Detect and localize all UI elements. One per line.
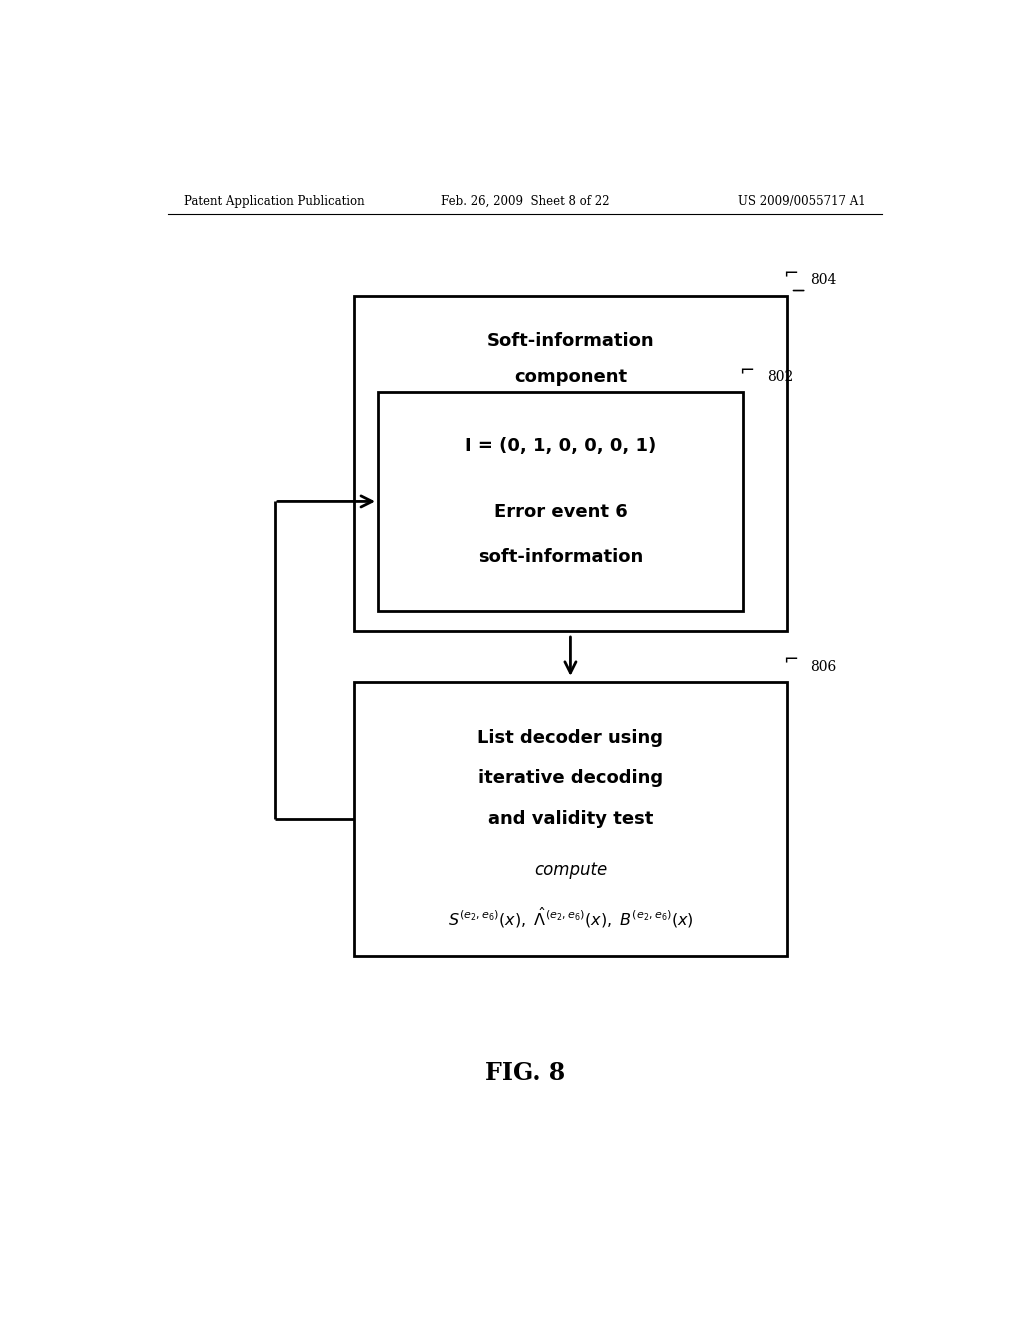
Text: 806: 806 <box>811 660 837 673</box>
Text: iterative decoding: iterative decoding <box>478 770 663 788</box>
Text: compute: compute <box>534 861 607 879</box>
Text: I = (0, 1, 0, 0, 0, 1): I = (0, 1, 0, 0, 0, 1) <box>465 437 656 454</box>
Bar <box>378 392 743 611</box>
Text: ⌐: ⌐ <box>782 265 798 284</box>
Text: 804: 804 <box>811 273 837 288</box>
Text: ⌐: ⌐ <box>782 652 798 669</box>
Text: 802: 802 <box>767 370 794 384</box>
Text: List decoder using: List decoder using <box>477 729 664 747</box>
Text: Soft-information: Soft-information <box>486 333 654 350</box>
Text: soft-information: soft-information <box>478 548 643 566</box>
Bar <box>354 296 786 631</box>
Text: Feb. 26, 2009  Sheet 8 of 22: Feb. 26, 2009 Sheet 8 of 22 <box>440 194 609 207</box>
Text: FIG. 8: FIG. 8 <box>484 1061 565 1085</box>
Text: and validity test: and validity test <box>487 810 653 828</box>
Text: Patent Application Publication: Patent Application Publication <box>183 194 365 207</box>
Bar <box>354 682 786 956</box>
Text: $S^{(e_2,e_6)}(x),\ \hat{\Lambda}^{(e_2,e_6)}(x),\ B^{(e_2,e_6)}(x)$: $S^{(e_2,e_6)}(x),\ \hat{\Lambda}^{(e_2,… <box>447 906 693 929</box>
Text: US 2009/0055717 A1: US 2009/0055717 A1 <box>738 194 866 207</box>
Text: component: component <box>514 368 627 385</box>
Text: Error event 6: Error event 6 <box>494 503 628 520</box>
Text: ⌐: ⌐ <box>739 362 755 380</box>
